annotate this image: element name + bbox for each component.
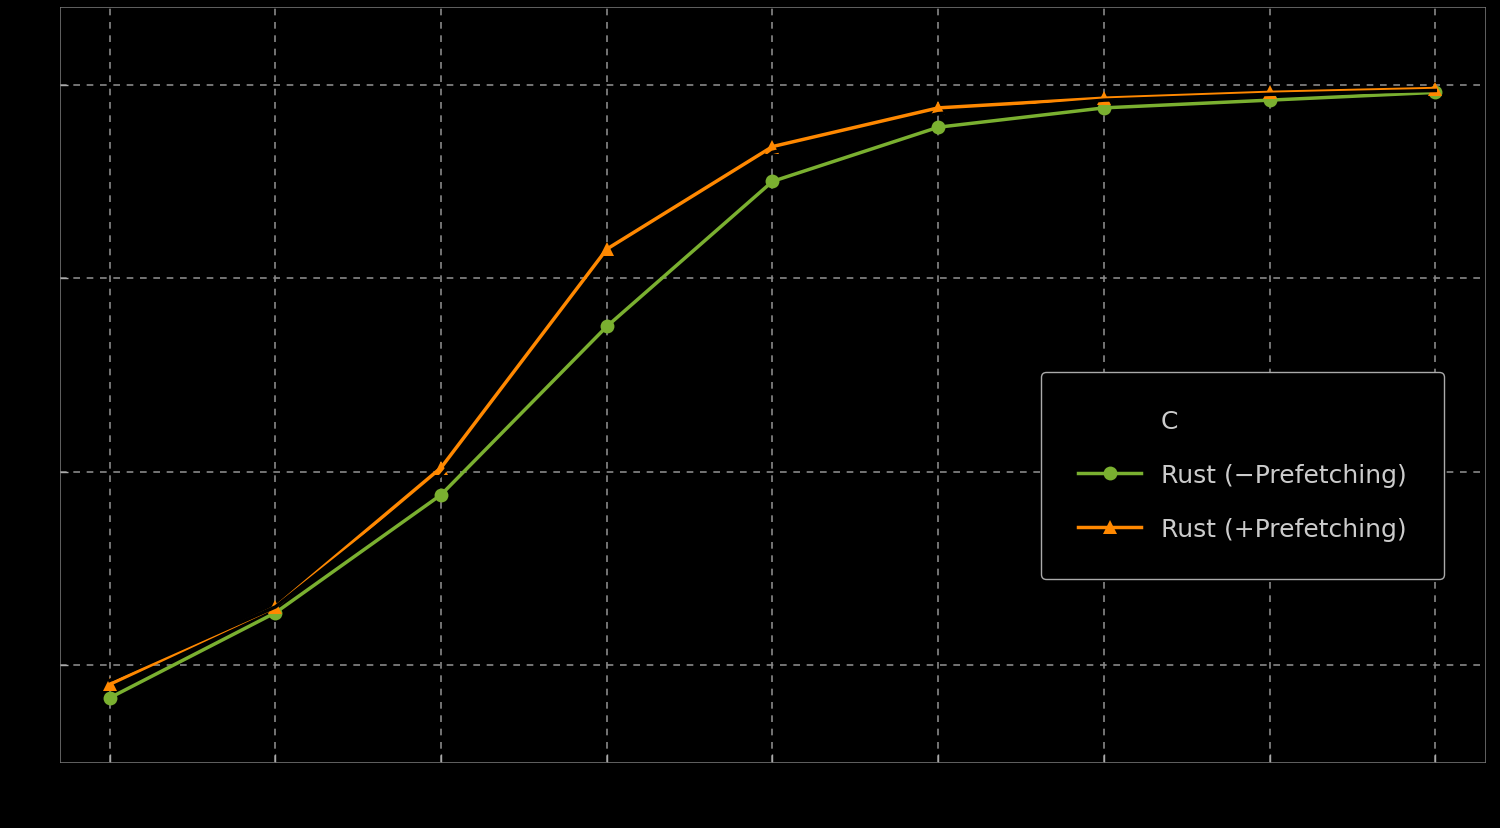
Rust (+Prefetching)	[1260, 89, 1278, 99]
C	[1426, 86, 1444, 96]
Legend: C, Rust (−Prefetching), Rust (+Prefetching): C, Rust (−Prefetching), Rust (+Prefetchi…	[1041, 372, 1444, 579]
Rust (−Prefetching)	[598, 322, 616, 332]
Rust (+Prefetching)	[928, 104, 946, 113]
Line: Rust (+Prefetching): Rust (+Prefetching)	[104, 83, 1441, 691]
Rust (+Prefetching)	[1095, 94, 1113, 104]
Rust (−Prefetching)	[1426, 89, 1444, 99]
Rust (+Prefetching)	[100, 680, 118, 690]
C	[432, 471, 450, 481]
Rust (−Prefetching)	[1260, 96, 1278, 106]
Rust (−Prefetching)	[764, 177, 782, 187]
Line: Rust (−Prefetching): Rust (−Prefetching)	[104, 86, 1441, 705]
Rust (−Prefetching)	[432, 490, 450, 500]
C	[1260, 90, 1278, 100]
Rust (+Prefetching)	[598, 245, 616, 255]
Rust (+Prefetching)	[1426, 84, 1444, 94]
C	[100, 676, 118, 686]
C	[598, 270, 616, 280]
Rust (−Prefetching)	[267, 608, 285, 618]
Rust (+Prefetching)	[432, 463, 450, 473]
C	[928, 109, 946, 119]
Rust (−Prefetching)	[928, 123, 946, 133]
C	[267, 602, 285, 612]
Rust (−Prefetching)	[100, 693, 118, 703]
Rust (−Prefetching)	[1095, 104, 1113, 113]
Rust (+Prefetching)	[267, 602, 285, 612]
Rust (+Prefetching)	[764, 142, 782, 152]
Line: C: C	[110, 91, 1436, 681]
C	[1095, 96, 1113, 106]
C	[764, 148, 782, 158]
